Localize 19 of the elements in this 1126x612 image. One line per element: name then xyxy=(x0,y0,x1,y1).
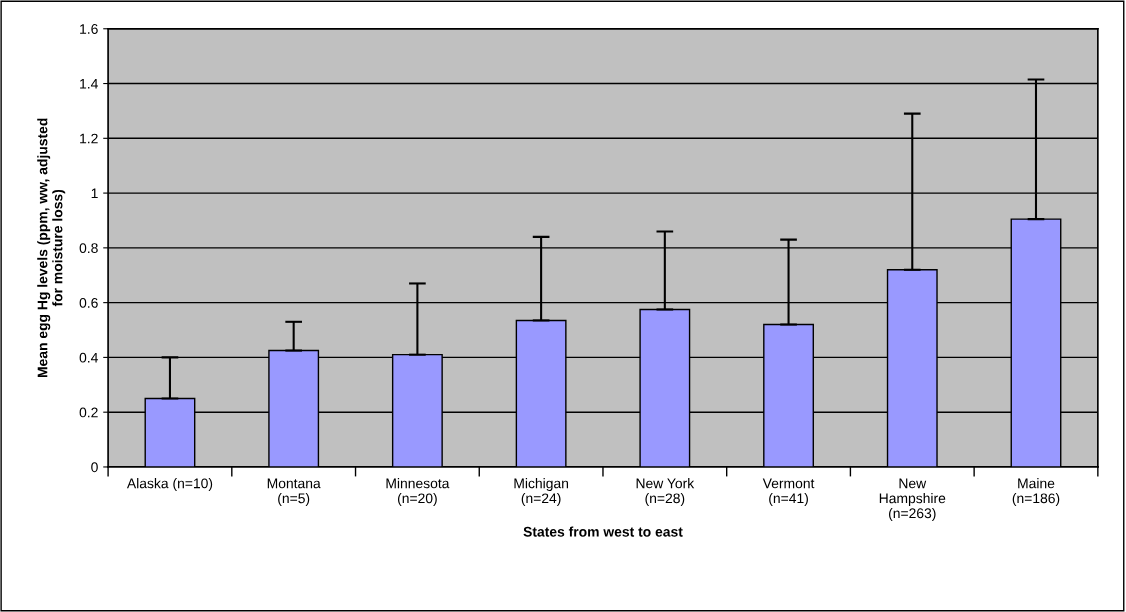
y-tick-label: 0.2 xyxy=(79,407,98,418)
y-axis-title: Mean egg Hg levels (ppm, ww, adjusted for moisture loss) xyxy=(37,118,66,378)
x-tick-label: Michigan (n=24) xyxy=(514,478,568,506)
x-tick-label: Maine (n=186) xyxy=(1012,478,1060,506)
y-tick-label: 0 xyxy=(91,462,98,473)
y-tick-label: 1.4 xyxy=(80,79,98,89)
y-tick-label: 1 xyxy=(91,188,98,199)
y-tick-label: 1.2 xyxy=(80,133,98,144)
x-tick-label: Vermont (n=41) xyxy=(762,478,815,506)
x-tick-label: New Hampshire (n=263) xyxy=(879,478,946,521)
x-tick-label: New York (n=28) xyxy=(636,478,695,506)
x-axis-title: States from west to east xyxy=(523,526,683,537)
y-tick-label: 0.6 xyxy=(79,297,98,308)
y-tick-label: 0.4 xyxy=(79,352,98,363)
y-tick-label: 1.6 xyxy=(80,24,98,34)
x-tick-label: Alaska (n=10) xyxy=(126,478,213,492)
y-tick-label: 0.8 xyxy=(79,243,98,254)
x-tick-label: Montana (n=5) xyxy=(267,478,321,506)
x-tick-label: Minnesota (n=20) xyxy=(386,478,450,506)
